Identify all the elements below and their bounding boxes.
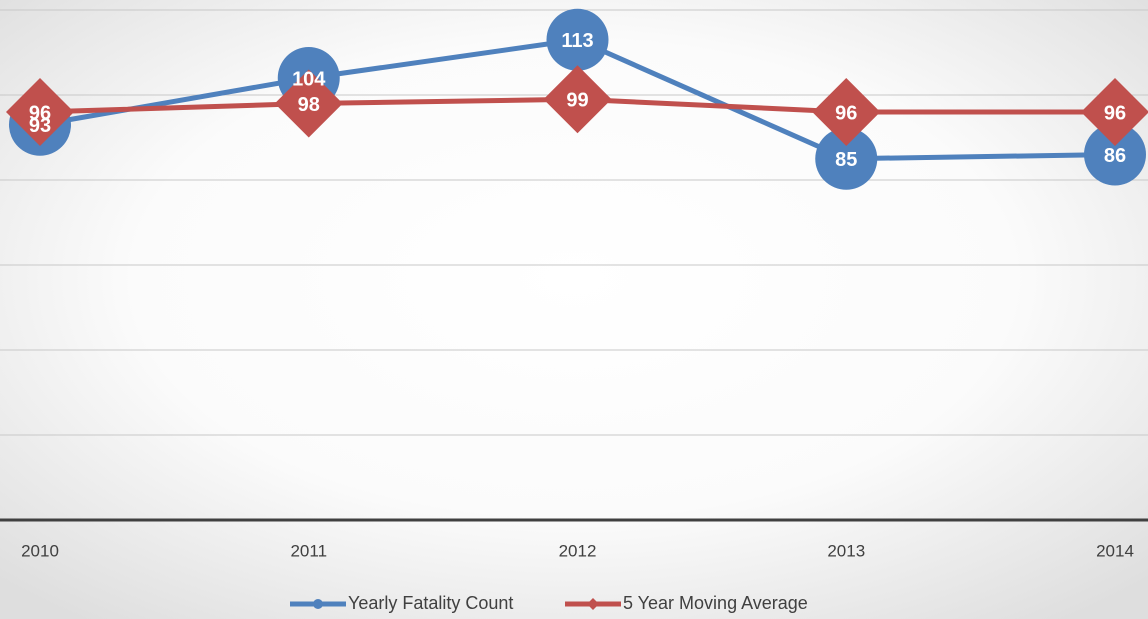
x-tick-label: 2014 [1096, 541, 1134, 560]
marker [274, 69, 343, 138]
marker [1081, 78, 1148, 146]
data-label: 96 [1104, 102, 1126, 124]
data-label: 85 [835, 149, 857, 171]
data-label: 93 [29, 115, 51, 137]
legend-label: 5 Year Moving Average [623, 593, 808, 613]
marker [1084, 123, 1146, 186]
data-label: 96 [29, 102, 51, 124]
x-tick-label: 2012 [559, 541, 597, 560]
data-label: 113 [561, 30, 593, 52]
data-label: 99 [566, 90, 588, 112]
marker [6, 78, 74, 146]
data-label: 98 [298, 94, 320, 116]
data-label: 104 [292, 68, 326, 90]
marker [812, 78, 881, 146]
marker [815, 127, 878, 190]
data-label: 96 [835, 102, 857, 124]
x-tick-label: 2011 [290, 541, 327, 560]
x-tick-label: 2013 [827, 541, 865, 560]
legend-label: Yearly Fatality Count [348, 593, 513, 613]
marker [543, 65, 612, 134]
legend-marker [313, 599, 323, 609]
x-tick-label: 2010 [21, 541, 59, 560]
data-label: 86 [1104, 145, 1126, 167]
marker [546, 8, 609, 71]
legend-marker [587, 598, 599, 610]
